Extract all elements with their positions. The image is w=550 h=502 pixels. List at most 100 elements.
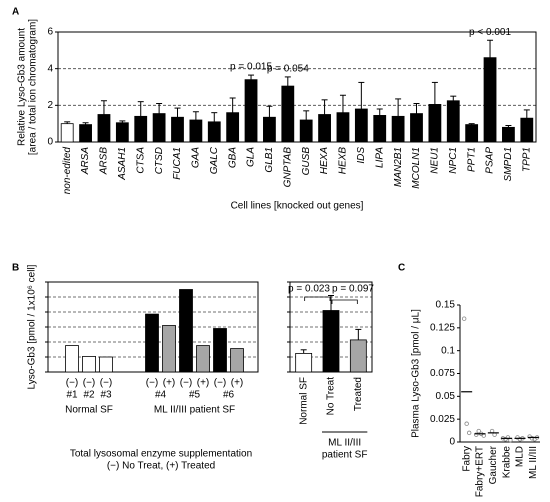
p-value: p = 0.015 [230,62,272,73]
y-tick-label: 6 [47,27,53,38]
sample-label: #1 [66,390,78,401]
y-tick-label: 0.025 [430,414,455,425]
error-bar [358,81,365,109]
p-value: p < 0.001 [469,27,511,38]
y-axis-label: Relative Lyso-Gb3 amount [17,28,28,146]
x-tick-label: No Treat [326,377,337,416]
data-point [474,432,479,437]
bar [318,114,331,143]
bar [152,113,166,143]
x-tick-label: TPP1 [521,147,532,172]
x-tick-label: GNPTAB [282,147,293,188]
x-tick-label: MLD [515,446,526,467]
bar-label: (−) [214,378,227,389]
bar [299,119,313,143]
x-tick-label: ARSB [99,147,110,176]
x-tick-label: FUCA1 [172,147,183,180]
bar [189,119,203,143]
bar [171,116,184,143]
error-bar [321,99,328,115]
error-bar [137,101,144,117]
error-bar [523,109,530,119]
bar [465,124,479,143]
bar [207,121,221,143]
bar-label: (−) [146,378,159,389]
x-tick-label: LIPA [374,147,385,168]
bar [60,123,74,143]
error-bar [248,74,255,80]
bar [336,112,350,143]
bar [196,345,210,373]
x-axis-label: Cell lines [knocked out genes] [231,201,364,212]
x-tick-label: PSAP [485,147,496,174]
y-tick-label: 2 [47,100,53,111]
y-tick-label: 0.05 [436,391,456,402]
bar [162,325,176,373]
bar [295,352,313,373]
footnote: Total lysosomal enzyme supplementation [70,449,252,460]
x-tick-label: CTSD [154,147,165,174]
error-bar [395,98,402,117]
sample-label: #3 [100,390,112,401]
y-axis-label: Plasma Lyso-Gb3 [pmol / μL] [411,309,422,438]
bar-label: (+) [231,378,244,389]
x-tick-label: IDS [356,147,367,164]
bar [179,289,193,373]
y-tick-label: 4 [47,63,53,74]
y-tick-label: 0.125 [430,322,455,333]
sample-label: #6 [223,390,235,401]
bar [483,57,497,143]
panel-letter: A [12,7,19,18]
error-bar [339,94,346,113]
error-bar [487,39,494,58]
bar-label: (−) [66,378,79,389]
plot-frame [57,31,537,143]
panel-letter: C [398,263,405,274]
x-tick-label: Fabry+ERT [475,446,486,497]
x-tick-label: Normal SF [298,377,309,425]
significance-bracket [331,299,358,304]
error-bar [211,112,218,122]
x-tick-label: GUSB [301,147,312,176]
data-point [466,430,472,436]
bar [354,108,368,143]
x-tick-label: GBA [227,147,238,168]
bar [349,339,367,373]
x-tick-label: ASAH1 [117,147,128,181]
bar [226,112,240,143]
bar [134,115,148,143]
error-bar [450,95,457,101]
group-label: ML II/III patient SF [154,405,235,416]
y-axis-label: [area / total ion chromatogram] [28,19,39,155]
error-bar [300,349,307,354]
error-bar [413,103,420,114]
x-tick-label: MAN2B1 [393,147,404,187]
bar [97,114,111,143]
data-point [505,435,511,440]
group-label: Normal SF [65,405,113,416]
p-value: p = 0.023 [288,284,330,295]
error-bar [82,122,89,125]
error-bar [284,76,291,87]
bar [446,100,460,143]
bar [373,115,387,143]
error-bar [64,121,71,124]
bar [213,328,227,373]
x-tick-label: HEXA [319,147,330,175]
bar [281,85,295,143]
group-label: patient SF [322,450,368,461]
bar [263,116,276,143]
x-tick-label: SMPD1 [503,147,514,181]
bar [410,113,423,143]
x-tick-label: non-edited [62,147,73,195]
x-tick-label: GLB1 [264,147,275,173]
error-bar [266,105,273,118]
error-bar [100,100,107,115]
error-bar [192,111,199,120]
y-tick-label: 0.15 [436,300,456,311]
error-bar [431,81,438,105]
x-tick-label: ARSA [80,147,91,176]
significance-bracket [304,296,331,301]
bar-label: (−) [83,378,96,389]
